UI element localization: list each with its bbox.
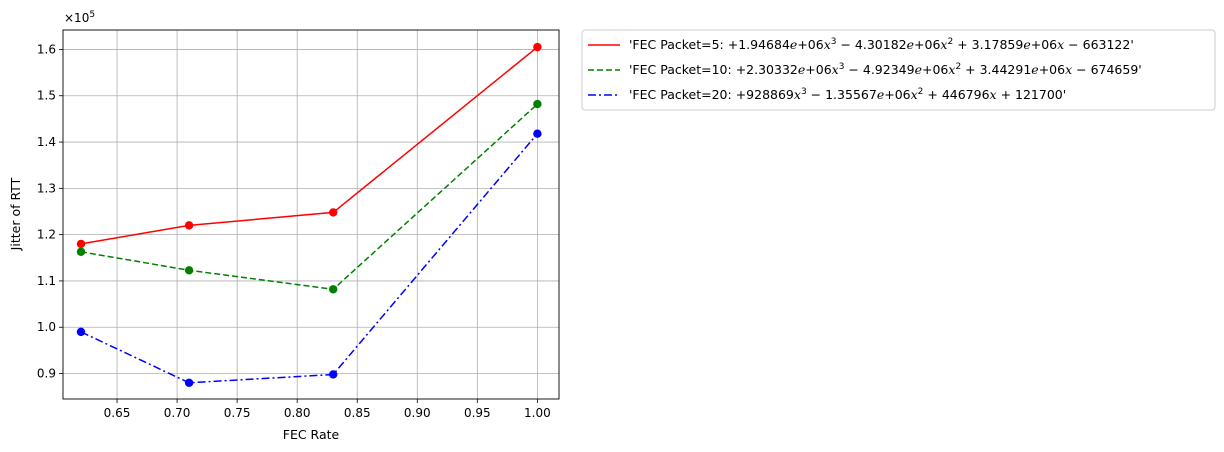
y-axis: 0.9 1.0 1.1 1.2 1.3 1.4 1.5 1.6 bbox=[37, 42, 63, 381]
legend-term-variable: x bbox=[990, 87, 997, 102]
x-tick-label: 0.80 bbox=[284, 406, 311, 420]
x-tick-label: 1.00 bbox=[524, 406, 551, 420]
y-axis-label: Jitter of RTT bbox=[8, 177, 23, 251]
data-point bbox=[76, 327, 86, 337]
legend-term-coefficient: + 3.17859 bbox=[953, 37, 1023, 52]
legend-label: 'FEC Packet=5: +1.94684e+06x3​ − 4.30182… bbox=[629, 37, 1134, 52]
legend-label-prefix: 'FEC Packet=20: bbox=[629, 87, 736, 102]
data-point bbox=[76, 247, 86, 256]
legend-term-exponent: +06 bbox=[884, 87, 910, 102]
legend-label: 'FEC Packet=20: +928869x3​ − 1.35567e+06… bbox=[629, 87, 1066, 102]
series-line-1 bbox=[80, 103, 538, 291]
legend-term-coefficient: − 4.30182 bbox=[837, 37, 907, 52]
y-tick-label: 1.6 bbox=[37, 42, 56, 56]
data-point bbox=[533, 129, 542, 138]
legend-term-e: e bbox=[915, 62, 922, 77]
legend-label-prefix: 'FEC Packet=10: bbox=[629, 62, 736, 77]
legend-term-exponent: +06 bbox=[805, 62, 831, 77]
legend-label-prefix: 'FEC Packet=5: bbox=[629, 37, 728, 52]
series-layer bbox=[76, 42, 542, 387]
x-tick-label: 0.70 bbox=[164, 406, 191, 420]
legend-term-exponent: +06 bbox=[797, 37, 823, 52]
x-tick-label: 0.85 bbox=[344, 406, 371, 420]
legend-term-variable: x bbox=[911, 87, 918, 102]
x-tick-label: 0.90 bbox=[404, 406, 431, 420]
data-point bbox=[533, 99, 542, 109]
y-tick-label: 1.3 bbox=[37, 181, 56, 195]
series-line-2 bbox=[80, 133, 538, 384]
legend-frame bbox=[581, 29, 1216, 111]
legend-term-e: e bbox=[790, 37, 797, 52]
legend-term-power: 2 bbox=[955, 62, 961, 72]
legend-term-exponent: +06 bbox=[1031, 37, 1057, 52]
y-tick-label: 1.2 bbox=[37, 228, 56, 242]
legend-term-coefficient: − 663122 bbox=[1064, 37, 1130, 52]
legend-term-e: e bbox=[798, 62, 805, 77]
data-point bbox=[329, 370, 338, 379]
legend-term-variable: x bbox=[1057, 37, 1064, 52]
legend-term-e: e bbox=[877, 87, 884, 102]
data-point bbox=[533, 42, 542, 52]
legend-term-e: e bbox=[1023, 37, 1030, 52]
legend-term-power: 3 bbox=[839, 62, 845, 72]
legend-term-coefficient: + 446796 bbox=[923, 87, 989, 102]
x-tick-label: 0.75 bbox=[224, 406, 251, 420]
y-axis-multiplier-exponent: 5 bbox=[89, 10, 95, 20]
y-axis-multiplier-base: ×10 bbox=[64, 11, 89, 25]
legend-entries: 'FEC Packet=5: +1.94684e+06x3​ − 4.30182… bbox=[588, 37, 1142, 102]
data-point bbox=[329, 285, 338, 294]
x-tick-label: 0.95 bbox=[464, 406, 491, 420]
legend-term-power: 2 bbox=[918, 87, 924, 97]
legend-term-coefficient: − 1.35567 bbox=[807, 87, 877, 102]
legend-term-coefficient: − 4.92349 bbox=[844, 62, 914, 77]
y-tick-label: 1.1 bbox=[37, 274, 56, 288]
data-point bbox=[184, 221, 194, 230]
legend-term-exponent: +06 bbox=[914, 37, 940, 52]
legend-label-suffix: ' bbox=[1130, 37, 1133, 52]
legend-term-coefficient: − 674659 bbox=[1072, 62, 1138, 77]
legend-label-suffix: ' bbox=[1138, 62, 1141, 77]
series-line-0 bbox=[80, 46, 538, 245]
legend-label: 'FEC Packet=10: +2.30332e+06x3​ − 4.9234… bbox=[629, 62, 1142, 77]
legend-term-variable: x bbox=[824, 37, 831, 52]
legend-term-exponent: +06 bbox=[922, 62, 948, 77]
y-tick-label: 1.5 bbox=[37, 89, 56, 103]
data-point bbox=[184, 378, 194, 387]
legend-term-variable: x bbox=[832, 62, 839, 77]
data-point bbox=[329, 208, 338, 217]
legend-term-variable: x bbox=[794, 87, 801, 102]
legend-term-coefficient: +928869 bbox=[736, 87, 794, 102]
x-axis-label: FEC Rate bbox=[283, 427, 340, 442]
data-point bbox=[184, 266, 194, 275]
legend-term-power: 3 bbox=[801, 87, 807, 97]
legend-label-suffix: ' bbox=[1063, 87, 1066, 102]
y-tick-label: 1.0 bbox=[37, 320, 56, 334]
legend-term-coefficient: +2.30332 bbox=[736, 62, 798, 77]
data-point bbox=[76, 239, 86, 249]
legend: 'FEC Packet=5: +1.94684e+06x3​ − 4.30182… bbox=[581, 29, 1216, 111]
y-tick-label: 0.9 bbox=[37, 367, 56, 381]
x-axis: 0.65 0.70 0.75 0.80 0.85 0.90 0.95 1.00 bbox=[104, 399, 551, 420]
legend-term-exponent: +06 bbox=[1039, 62, 1065, 77]
legend-term-e: e bbox=[907, 37, 914, 52]
plot-area bbox=[62, 29, 560, 400]
y-axis-multiplier: ×105 bbox=[64, 10, 95, 25]
legend-term-power: 2 bbox=[947, 37, 953, 47]
x-tick-label: 0.65 bbox=[104, 406, 131, 420]
legend-term-variable: x bbox=[1065, 62, 1072, 77]
legend-term-coefficient: +1.94684 bbox=[728, 37, 790, 52]
legend-term-variable: x bbox=[940, 37, 947, 52]
legend-term-power: 3 bbox=[831, 37, 837, 47]
legend-term-coefficient: + 121700 bbox=[997, 87, 1063, 102]
legend-term-e: e bbox=[1031, 62, 1038, 77]
legend-term-coefficient: + 3.44291 bbox=[961, 62, 1031, 77]
legend-term-variable: x bbox=[948, 62, 955, 77]
y-tick-label: 1.4 bbox=[37, 135, 56, 149]
grid-lines bbox=[63, 30, 559, 399]
